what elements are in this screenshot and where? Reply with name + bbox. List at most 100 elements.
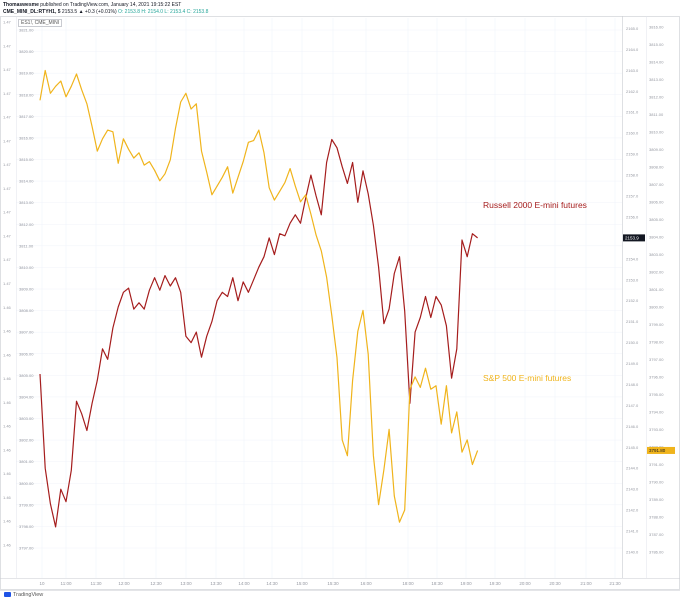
y-far-tick-label: 3794.00 (649, 409, 664, 414)
russell-price-tag-text: 2153.9 (625, 235, 639, 240)
y-right-tick-label: 2140.0 (626, 550, 639, 555)
y-left-tick-label: 1.46 (3, 447, 12, 452)
x-tick-label: 16:00 (360, 581, 372, 586)
y-left-tick-label: 1.47 (3, 186, 12, 191)
y-far-tick-label: 3806.00 (649, 199, 664, 204)
y-left-tick-label: 1.46 (3, 495, 12, 500)
russell-price-tag (623, 234, 645, 242)
x-tick-label: 20:30 (549, 581, 561, 586)
y-mid-tick-label: 3820.00 (19, 49, 34, 54)
author-name: Thomaswesme (3, 2, 39, 8)
y-left-tick-label: 1.47 (3, 281, 12, 286)
y-mid-tick-label: 3811.00 (19, 243, 34, 248)
y-left-tick-label: 1.46 (3, 543, 12, 548)
y-right-tick-label: 2143.0 (626, 487, 639, 492)
y-mid-tick-label: 3801.00 (19, 459, 34, 464)
y-far-tick-label: 3816.00 (649, 24, 664, 29)
y-right-tick-label: 2164.0 (626, 47, 639, 52)
y-right-tick-label: 2163.0 (626, 68, 639, 73)
x-tick-label: 10 (39, 581, 45, 586)
y-far-tick-label: 3815.00 (649, 42, 664, 47)
y-right-tick-label: 2162.0 (626, 89, 639, 94)
chart-frame (0, 16, 680, 591)
x-tick-label: 14:30 (266, 581, 278, 586)
x-tick-label: 11:00 (61, 581, 72, 586)
y-far-tick-label: 3809.00 (649, 147, 664, 152)
y-mid-tick-label: 3807.00 (19, 330, 34, 335)
y-mid-tick-label: 3797.00 (19, 546, 34, 551)
y-mid-tick-label: 3821.00 (19, 28, 34, 33)
y-mid-tick-label: 3809.00 (19, 287, 34, 292)
y-mid-tick-label: 3815.00 (19, 157, 34, 162)
y-left-tick-label: 1.47 (3, 43, 12, 48)
y-left-tick-label: 1.47 (3, 138, 12, 143)
y-mid-tick-label: 3819.00 (19, 71, 34, 76)
y-far-tick-label: 3798.00 (649, 339, 664, 344)
x-tick-label: 11:30 (91, 581, 102, 586)
publish-info: Thomaswesme published on TradingView.com… (3, 2, 181, 8)
russell-series-line (39, 138, 478, 528)
x-tick-label: 18:30 (431, 581, 443, 586)
sp500-price-tag (647, 446, 675, 454)
y-far-tick-label: 3797.00 (649, 357, 664, 362)
y-right-tick-label: 2160.0 (626, 131, 639, 136)
y-far-tick-label: 3786.00 (649, 550, 664, 555)
x-tick-label: 21:30 (609, 581, 621, 586)
y-mid-tick-label: 3799.00 (19, 502, 34, 507)
y-left-tick-label: 1.47 (3, 91, 12, 96)
y-left-tick-label: 1.46 (3, 519, 12, 524)
tradingview-logo[interactable]: TradingView (4, 592, 43, 598)
y-left-tick-label: 1.46 (3, 424, 12, 429)
sp500-series-line (39, 69, 479, 523)
symbol-name[interactable]: CME_MINI_DL:RTYH1, 5 (3, 9, 61, 15)
y-right-tick-label: 2151.0 (626, 319, 639, 324)
series-lines (39, 69, 479, 528)
y-far-tick-label: 3804.00 (649, 234, 664, 239)
y-mid-tick-label: 3806.00 (19, 351, 34, 356)
y-left-tick-label: 1.47 (3, 67, 12, 72)
publish-date: published on TradingView.com, January 14… (40, 2, 182, 8)
y-far-tick-label: 3802.00 (649, 269, 664, 274)
outer-border (0, 16, 680, 590)
x-tick-label: 12:30 (150, 581, 162, 586)
y-far-tick-label: 3789.00 (649, 497, 664, 502)
x-tick-label: 15:30 (327, 581, 339, 586)
y-far-tick-label: 3812.00 (649, 94, 664, 99)
y-mid-tick-label: 3798.00 (19, 524, 34, 529)
y-left-tick-label: 1.46 (3, 352, 12, 357)
y-mid-tick-label: 3810.00 (19, 265, 34, 270)
y-right-tick-label: 2156.0 (626, 214, 639, 219)
y-far-tick-label: 3790.00 (649, 479, 664, 484)
y-far-tick-label: 3795.00 (649, 392, 664, 397)
y-left-tick-label: 1.47 (3, 20, 12, 25)
y-right-tick-label: 2165.0 (626, 26, 639, 31)
y-right-tick-label: 2145.0 (626, 445, 639, 450)
y-far-tick-label: 3813.00 (649, 77, 664, 82)
y-right-tick-label: 2153.0 (626, 277, 639, 282)
y-far-tick-label: 3791.00 (649, 462, 664, 467)
y-axis-far: 3816.00 3815.00 3814.00 3813.00 3812.00 3811.… (646, 16, 664, 578)
y-right-tick-label: 2149.0 (626, 361, 639, 366)
y-left-tick-label: 1.46 (3, 400, 12, 405)
y-far-tick-label: 3807.00 (649, 182, 664, 187)
x-tick-label: 21:00 (580, 581, 592, 586)
x-tick-label: 19:00 (460, 581, 472, 586)
x-tick-label: 14:00 (238, 581, 250, 586)
y-left-tick-label: 1.47 (3, 210, 12, 215)
overlay-legend[interactable]: ES1!, CME_MINI (18, 19, 63, 27)
y-left-tick-label: 1.47 (3, 257, 12, 262)
y-far-tick-label: 3808.00 (649, 164, 664, 169)
y-left-tick-label: 1.47 (3, 115, 12, 120)
y-right-tick-label: 2158.0 (626, 173, 639, 178)
y-mid-tick-label: 3808.00 (19, 308, 34, 313)
sp500-price-tag-text: 3791.80 (649, 448, 666, 453)
y-right-tick-label: 2141.0 (626, 529, 639, 534)
price-tags: 2153.9 3791.80 (623, 234, 675, 454)
y-right-tick-label: 2150.0 (626, 340, 639, 345)
y-far-tick-label: 3796.00 (649, 374, 664, 379)
y-right-tick-label: 2146.0 (626, 424, 639, 429)
tradingview-icon (4, 592, 11, 598)
y-axis-right: 2165.0 2164.0 2163.0 2162.0 2161.0 2160.0 2159… (622, 16, 639, 578)
quote-change: 2153.5 ▲ +0.3 (+0.01%) (61, 9, 117, 15)
